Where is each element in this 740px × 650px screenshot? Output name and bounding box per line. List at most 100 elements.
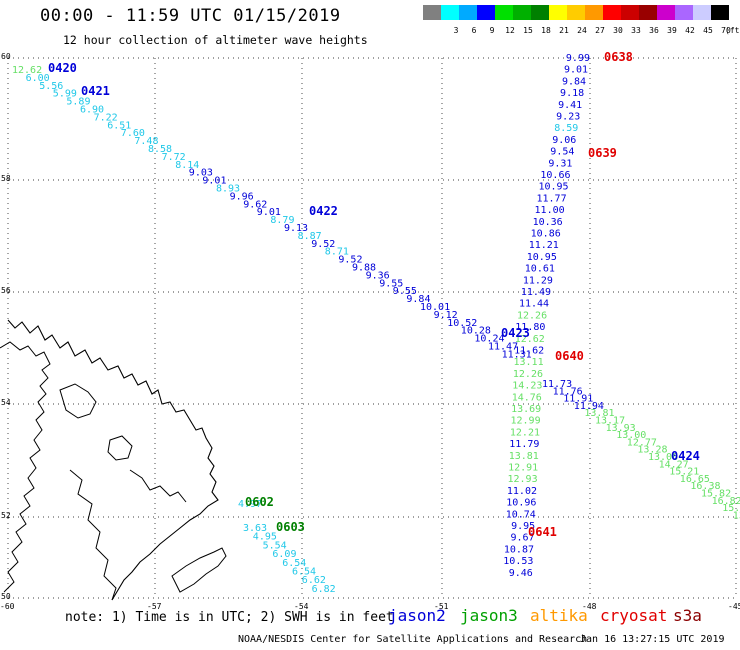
legend-tick-label: 33 (631, 26, 641, 35)
legend-tick-label: 9 (489, 26, 495, 35)
swh-value: 12.26 (517, 310, 547, 321)
swh-value: 9.84 (406, 294, 430, 305)
swh-value: 11.02 (507, 486, 537, 497)
legend-tick-label: 21 (559, 26, 569, 35)
swh-value: 9.95 (511, 521, 535, 532)
swh-value: 11.00 (535, 205, 565, 216)
pass-time-label: 0639 (588, 146, 617, 160)
swh-value: 13.11 (513, 357, 543, 368)
swh-value: 9.84 (562, 76, 586, 87)
legend-swatch (495, 5, 513, 20)
swh-value: 13.06 (648, 452, 678, 463)
swh-value: 13.20 (733, 510, 740, 521)
longitude-label: -48 (582, 602, 597, 611)
chart-subtitle: 12 hour collection of altimeter wave hei… (63, 33, 368, 47)
swh-value: 10.95 (527, 252, 557, 263)
pass-time-label: 0640 (555, 349, 584, 363)
pass-time-label: 0423 (501, 326, 530, 340)
legend-tick-label: 70 (721, 26, 731, 35)
swh-value: 12.93 (507, 474, 537, 485)
pass-time-label: 0424 (671, 449, 700, 463)
swh-value: 11.47 (488, 342, 518, 353)
swh-value: 8.79 (270, 215, 294, 226)
swh-value: 4.97 (238, 499, 262, 510)
latitude-label: 58 (1, 174, 11, 183)
legend-tick-label: 6 (471, 26, 477, 35)
swh-value: 15.21 (669, 467, 699, 478)
latitude-label: 52 (1, 511, 11, 520)
longitude-label: -57 (147, 602, 162, 611)
legend-swatch (675, 5, 693, 20)
chart-title: 00:00 - 11:59 UTC 01/15/2019 (40, 6, 341, 26)
legend-tick-label: 42 (685, 26, 695, 35)
swh-value: 14.23 (512, 381, 542, 392)
swh-value: 9.46 (509, 568, 533, 579)
legend-tick-label: 27 (595, 26, 605, 35)
swh-value: 10.96 (506, 498, 536, 509)
swh-value: 8.58 (148, 144, 172, 155)
swh-value: 8.14 (175, 160, 199, 171)
swh-value: 5.56 (39, 81, 63, 92)
coastline-island (171, 547, 227, 593)
swh-value: 6.51 (107, 120, 131, 131)
pass-time-label: 0603 (276, 520, 305, 534)
swh-value: 10.28 (461, 326, 491, 337)
coastline-lake-1 (59, 383, 97, 419)
swh-value: 10.86 (531, 229, 561, 240)
swh-value: 13.93 (606, 423, 636, 434)
pass-time-label: 0602 (245, 495, 274, 509)
swh-value: 9.12 (434, 310, 458, 321)
swh-value: 9.01 (202, 176, 226, 187)
swh-value: 10.66 (540, 170, 570, 181)
coastline-lake-2 (107, 435, 133, 461)
swh-value: 7.60 (121, 128, 145, 139)
swh-value: 10.53 (503, 556, 533, 567)
swh-value: 11.77 (536, 193, 566, 204)
swh-value: 10.01 (420, 302, 450, 313)
legend-swatch (513, 5, 531, 20)
legend-tick-label: 30 (613, 26, 623, 35)
swh-value: 13.17 (595, 416, 625, 427)
swh-value: 10.61 (525, 264, 555, 275)
coastline-river (69, 469, 117, 601)
swh-value: 11.62 (514, 346, 544, 357)
swh-value: 8.87 (298, 231, 322, 242)
swh-value: 16.65 (680, 474, 710, 485)
legend-swatch (693, 5, 711, 20)
legend-swatch (477, 5, 495, 20)
swh-value: 9.41 (558, 100, 582, 111)
legend-swatch (549, 5, 567, 20)
credit-line: NOAA/NESDIS Center for Satellite Applica… (238, 634, 588, 645)
swh-value: 14.27 (659, 459, 689, 470)
satellite-legend-altika: altika (530, 606, 588, 625)
swh-value: 11.91 (563, 394, 593, 405)
swh-value: 12.62 (515, 334, 545, 345)
swh-value: 3.63 (243, 523, 267, 534)
swh-value: 15.82 (701, 489, 731, 500)
legend-tick-label: 15 (523, 26, 533, 35)
swh-value: 9.31 (548, 158, 572, 169)
swh-value: 10.24 (474, 334, 504, 345)
swh-value: 9.55 (379, 278, 403, 289)
swh-value: 6.54 (282, 558, 306, 569)
swh-value: 9.62 (243, 199, 267, 210)
legend-tick-label: 45 (703, 26, 713, 35)
swh-value: 11.29 (523, 275, 553, 286)
coastline-inland-2 (129, 469, 187, 503)
legend-swatch (585, 5, 603, 20)
lat-lon-grid (7, 57, 737, 599)
swh-value: 6.90 (80, 105, 104, 116)
swh-value: 13.00 (616, 430, 646, 441)
swh-value: 9.23 (556, 112, 580, 123)
swh-value: 12.62 (12, 65, 42, 76)
legend-swatch (657, 5, 675, 20)
swh-value: 9.67 (511, 533, 535, 544)
pass-time-label: 0422 (309, 204, 338, 218)
swh-value: 9.01 (564, 65, 588, 76)
satellite-legend-cryosat: cryosat (600, 606, 668, 625)
legend-swatch (531, 5, 549, 20)
swh-value: 5.99 (53, 89, 77, 100)
swh-value: 8.59 (554, 123, 578, 134)
swh-value: 10.95 (538, 182, 568, 193)
legend-swatch (711, 5, 729, 20)
